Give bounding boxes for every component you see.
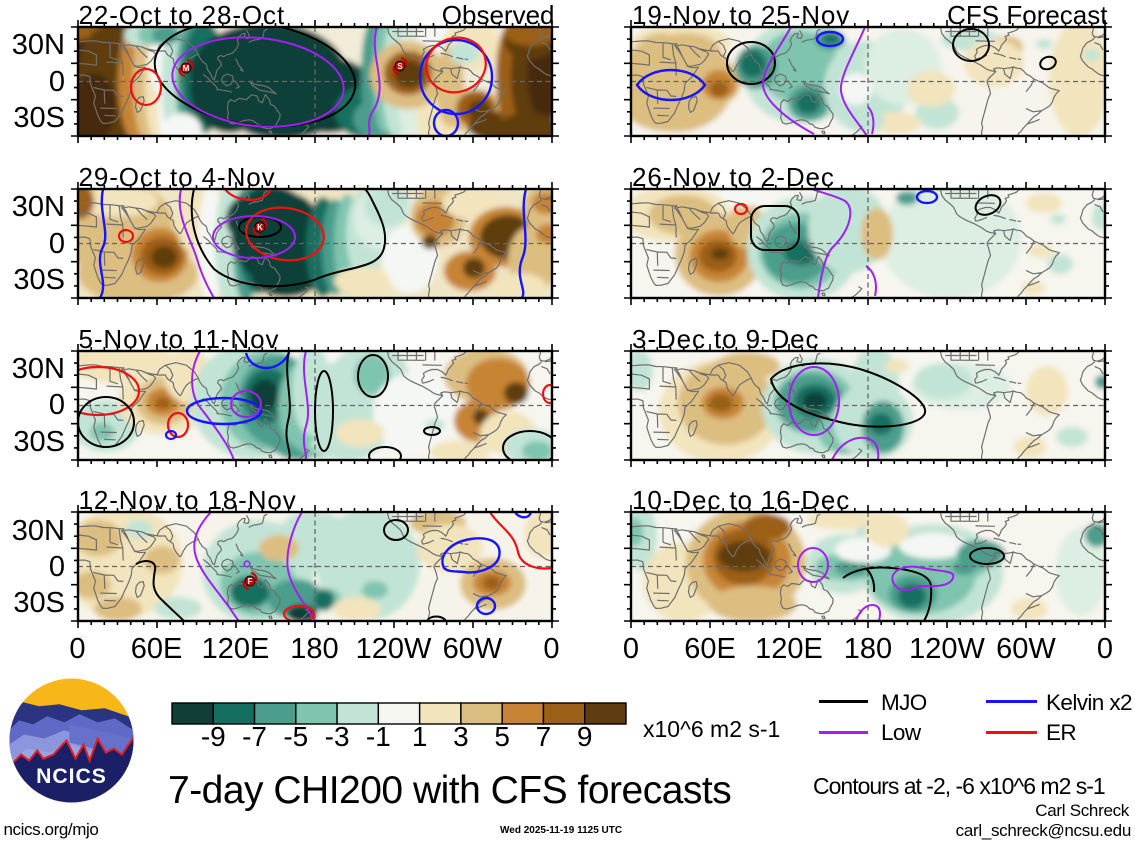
svg-text:K: K [257, 223, 263, 232]
svg-text:NCICS: NCICS [36, 765, 107, 788]
svg-text:S: S [397, 62, 403, 71]
svg-text:F: F [247, 577, 252, 586]
svg-text:M: M [182, 64, 189, 73]
